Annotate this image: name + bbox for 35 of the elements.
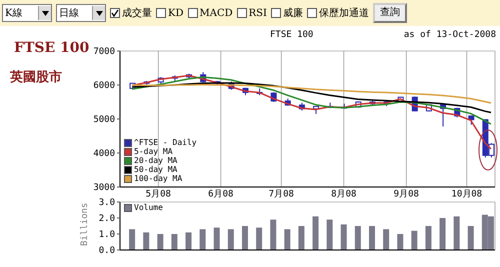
text: FTSE 100 [270, 30, 314, 40]
x-tick-label: 9月08 [394, 189, 419, 200]
text: as of 13-Oct-2008 [404, 30, 496, 40]
y-tick-label: 3.0 [98, 198, 115, 208]
text: MACD [200, 8, 233, 18]
x-tick-label: 7月08 [268, 189, 294, 200]
legend-label: 50-day MA [134, 165, 178, 174]
text: 威廉 [282, 6, 303, 20]
y-tick-label: 3000 [93, 183, 115, 194]
x-tick-label: 8月08 [331, 189, 356, 200]
x-tick-label: 6月08 [208, 189, 234, 200]
legend-label: 5-day MA [134, 147, 173, 156]
y-tick-label: 7000 [93, 47, 115, 58]
y-tick-label: 6000 [93, 81, 115, 92]
y-tick-label: 2.0 [98, 214, 115, 224]
x-tick-label: 10月08 [451, 189, 482, 200]
legend-label: Volume [134, 203, 163, 212]
y-axis-title: Billions [80, 202, 90, 246]
y-tick-label: 0.0 [98, 246, 115, 256]
legend-label: 20-day MA [134, 156, 178, 165]
chart-title: FTSE 100 [14, 40, 90, 56]
y-tick-label: 1.0 [98, 230, 115, 240]
legend-label: ^FTSE - Daily [134, 138, 197, 147]
query-button: 查詢 [372, 3, 407, 23]
y-tick-label: 5000 [93, 115, 115, 126]
text: KD [168, 8, 184, 18]
legend-label: 100-day MA [134, 174, 182, 183]
text: 保歷加通道 [318, 6, 369, 20]
text: 成交量 [122, 6, 152, 20]
text: RSI [248, 8, 267, 18]
dropdown-field: K線 [2, 4, 52, 22]
dropdown-field: 日線 [56, 4, 106, 22]
x-tick-label: 5月08 [146, 189, 171, 200]
y-tick-label: 4000 [93, 149, 115, 160]
text: 英國股市 [10, 68, 62, 86]
